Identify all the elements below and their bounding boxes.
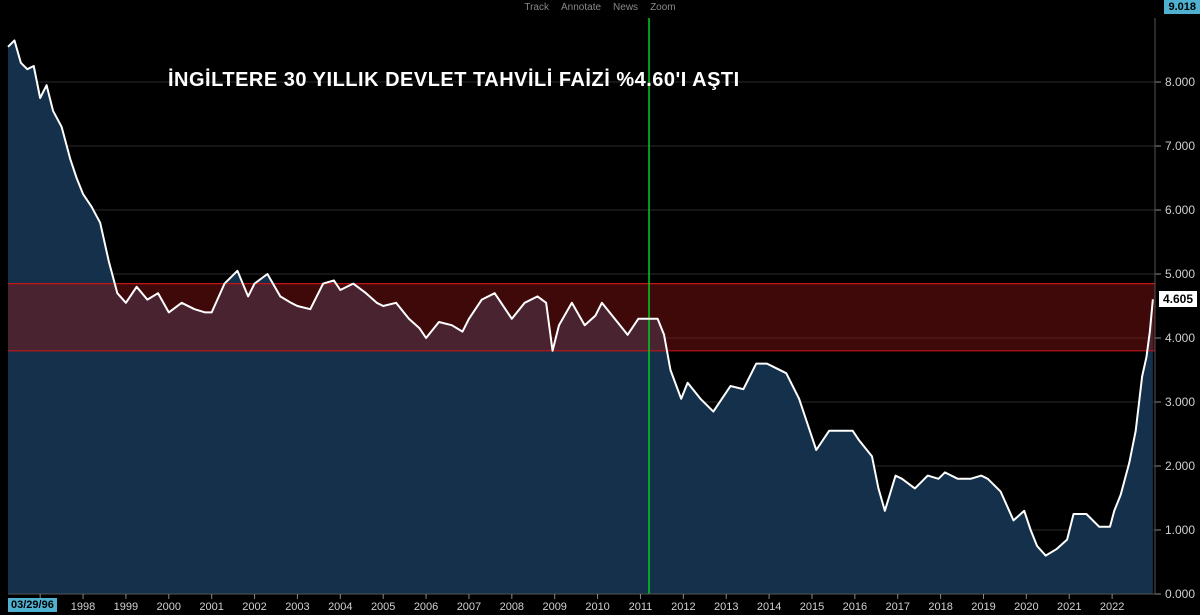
- x-axis-origin-label: 03/29/96: [8, 598, 57, 612]
- svg-text:2022: 2022: [1100, 601, 1124, 613]
- svg-text:5.000: 5.000: [1165, 267, 1195, 281]
- chart-title: İNGİLTERE 30 YILLIK DEVLET TAHVİLİ FAİZİ…: [168, 69, 740, 92]
- top-value-badge: 9.018: [1164, 0, 1200, 14]
- toolbar-track[interactable]: Track: [524, 2, 549, 13]
- toolbar-annotate[interactable]: Annotate: [561, 2, 601, 13]
- svg-text:2018: 2018: [928, 601, 952, 613]
- chart-svg: 0.000 1.000 2.000 3.000 4.000 5.000 6.000 7.000…: [0, 14, 1200, 615]
- svg-text:2019: 2019: [971, 601, 995, 613]
- svg-text:0.000: 0.000: [1165, 587, 1195, 601]
- toolbar-news[interactable]: News: [613, 2, 638, 13]
- svg-text:2017: 2017: [885, 601, 909, 613]
- toolbar: Track Annotate News Zoom: [0, 0, 1200, 14]
- svg-text:2.000: 2.000: [1165, 459, 1195, 473]
- svg-text:2015: 2015: [800, 601, 824, 613]
- svg-text:2000: 2000: [157, 601, 181, 613]
- svg-text:2006: 2006: [414, 601, 438, 613]
- svg-text:2013: 2013: [714, 601, 738, 613]
- svg-text:6.000: 6.000: [1165, 203, 1195, 217]
- svg-text:7.000: 7.000: [1165, 139, 1195, 153]
- svg-text:2020: 2020: [1014, 601, 1038, 613]
- svg-text:2021: 2021: [1057, 601, 1081, 613]
- svg-text:1998: 1998: [71, 601, 95, 613]
- svg-text:2016: 2016: [843, 601, 867, 613]
- svg-text:2014: 2014: [757, 601, 781, 613]
- svg-text:2002: 2002: [242, 601, 266, 613]
- svg-text:3.000: 3.000: [1165, 395, 1195, 409]
- svg-text:2004: 2004: [328, 601, 352, 613]
- svg-text:2003: 2003: [285, 601, 309, 613]
- chart-area: 0.000 1.000 2.000 3.000 4.000 5.000 6.000 7.000…: [0, 14, 1200, 615]
- chart-container: Track Annotate News Zoom 9.018 0.000 1.00…: [0, 0, 1200, 615]
- svg-text:2001: 2001: [199, 601, 223, 613]
- svg-text:2005: 2005: [371, 601, 395, 613]
- svg-text:1.000: 1.000: [1165, 523, 1195, 537]
- svg-text:2007: 2007: [457, 601, 481, 613]
- svg-text:1999: 1999: [114, 601, 138, 613]
- svg-text:2012: 2012: [671, 601, 695, 613]
- svg-text:8.000: 8.000: [1165, 75, 1195, 89]
- svg-text:2008: 2008: [500, 601, 524, 613]
- last-price-badge: 4.605: [1159, 291, 1197, 307]
- toolbar-zoom[interactable]: Zoom: [650, 2, 676, 13]
- svg-text:2009: 2009: [542, 601, 566, 613]
- svg-text:4.000: 4.000: [1165, 331, 1195, 345]
- svg-text:2010: 2010: [585, 601, 609, 613]
- svg-text:2011: 2011: [629, 601, 653, 613]
